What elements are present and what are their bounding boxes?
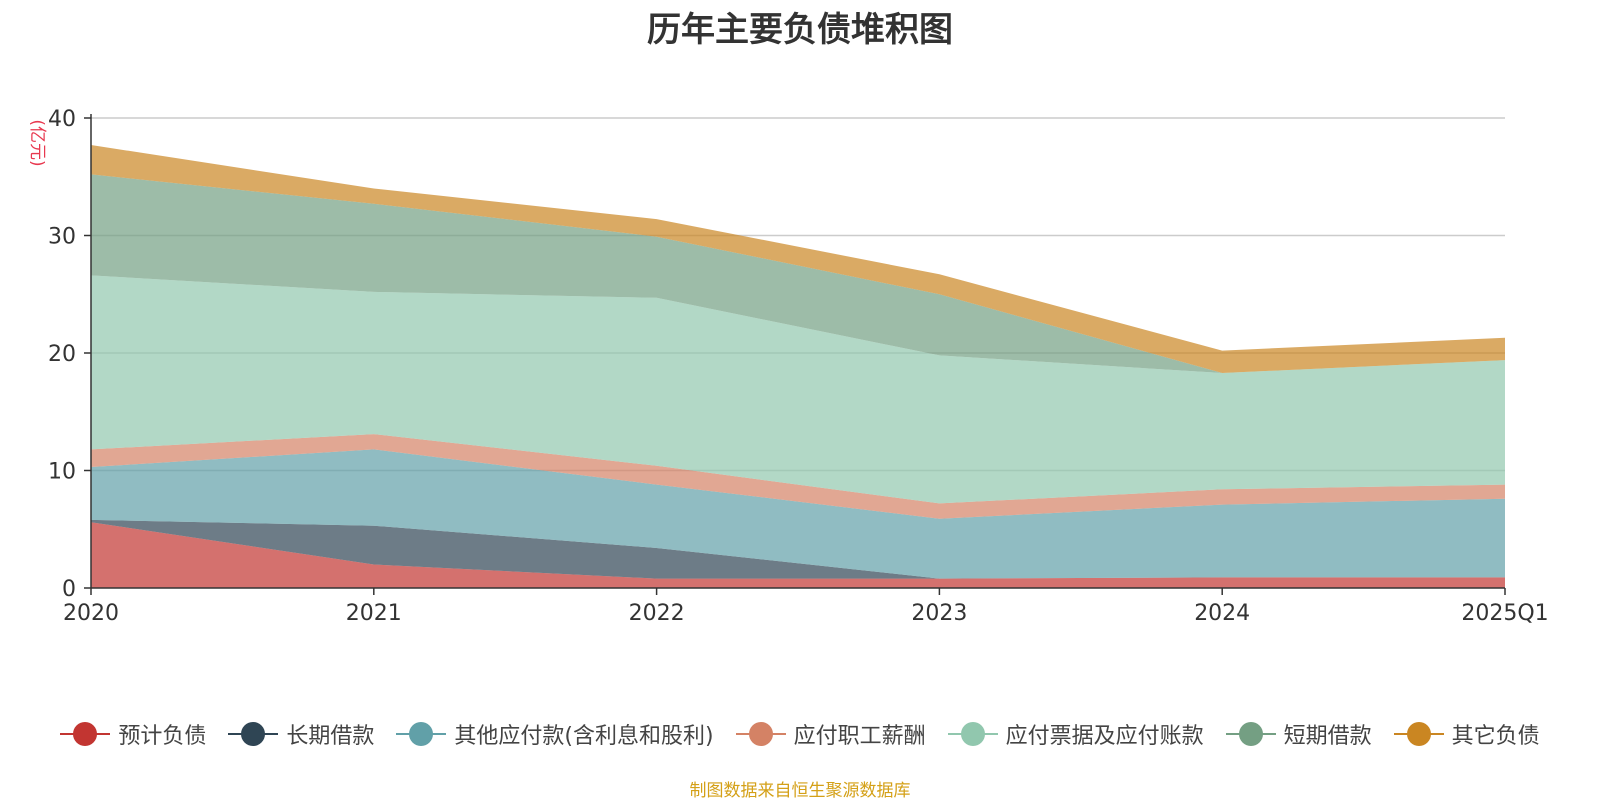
- legend-marker-icon: [228, 722, 279, 746]
- source-note: 制图数据来自恒生聚源数据库: [689, 781, 911, 801]
- legend-item[interactable]: 短期借款: [1225, 718, 1372, 750]
- y-tick-label: 30: [48, 225, 76, 250]
- legend-marker-icon: [1225, 722, 1276, 746]
- x-tick-label: 2022: [629, 601, 685, 626]
- y-tick-label: 0: [62, 577, 76, 602]
- area-series-4: [91, 275, 1505, 504]
- area-series-6: [91, 145, 1505, 373]
- legend-label: 短期借款: [1283, 724, 1372, 749]
- area-series-5: [91, 174, 1505, 373]
- legend-label: 其他应付款(含利息和股利): [454, 724, 714, 749]
- chart-title: 历年主要负债堆积图: [647, 10, 953, 50]
- legend-item[interactable]: 长期借款: [228, 718, 374, 750]
- legend-item[interactable]: 其他应付款(含利息和股利): [396, 718, 714, 750]
- x-tick-label: 2020: [63, 601, 119, 626]
- legend-marker-icon: [735, 722, 786, 746]
- y-tick-label: 40: [48, 107, 76, 132]
- legend-label: 应付票据及应付账款: [1005, 724, 1204, 749]
- legend-item[interactable]: 其它负债: [1393, 718, 1540, 750]
- legend-item[interactable]: 预计负债: [60, 718, 206, 750]
- legend-marker-icon: [396, 722, 447, 746]
- legend-item[interactable]: 应付职工薪酬: [735, 718, 926, 750]
- area-series-0: [91, 522, 1505, 588]
- legend: 预计负债 长期借款 其他应付款(含利息和股利) 应付职工薪酬 应付票据及应付账款 短期借款…: [0, 716, 1600, 752]
- legend-label: 长期借款: [286, 724, 375, 749]
- area-series: [91, 145, 1505, 588]
- area-series-3: [91, 434, 1505, 519]
- legend-label: 应付职工薪酬: [793, 724, 926, 749]
- legend-marker-icon: [60, 722, 111, 746]
- x-tick-label: 2021: [346, 601, 402, 626]
- legend-item[interactable]: 应付票据及应付账款: [947, 718, 1204, 750]
- legend-label: 预计负债: [118, 724, 207, 749]
- x-tick-label: 2023: [911, 601, 967, 626]
- legend-marker-icon: [947, 722, 998, 746]
- y-axis-label: (亿元): [27, 119, 47, 166]
- area-series-2: [91, 449, 1505, 579]
- y-tick-label: 10: [48, 460, 76, 485]
- x-tick-label: 2024: [1194, 601, 1250, 626]
- x-tick-label: 2025Q1: [1461, 601, 1548, 626]
- legend-label: 其它负债: [1451, 724, 1540, 749]
- axes: 0 10 20 30 40 2020 2021 2022 2023 2024 2025Q1: [48, 107, 1549, 626]
- area-series-1: [91, 519, 1505, 579]
- y-tick-label: 20: [48, 342, 76, 367]
- legend-marker-icon: [1393, 722, 1444, 746]
